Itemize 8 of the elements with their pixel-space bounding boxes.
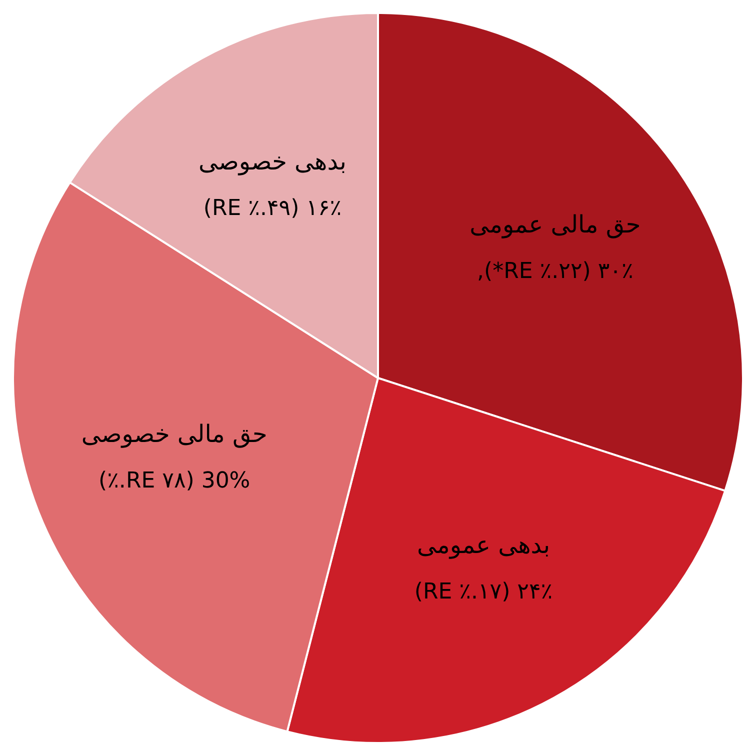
data-label: ۲۴٪ (۱۷.٪ RE) — [414, 580, 553, 605]
slice-label: بدهی خصوصی — [198, 147, 346, 176]
slice-label: حق مالی خصوصی — [81, 420, 268, 448]
slice-label: بدهی عمومی — [416, 531, 550, 560]
data-label: ۱۶٪ (۴۹.٪ RE) — [203, 196, 342, 221]
data-label: ۳۰٪ (۲۲.٪ RE*), — [477, 258, 634, 284]
slice-label: حق مالی عمومی — [470, 210, 641, 239]
data-label: 30% (RE ۷۸.٪) — [98, 468, 250, 494]
